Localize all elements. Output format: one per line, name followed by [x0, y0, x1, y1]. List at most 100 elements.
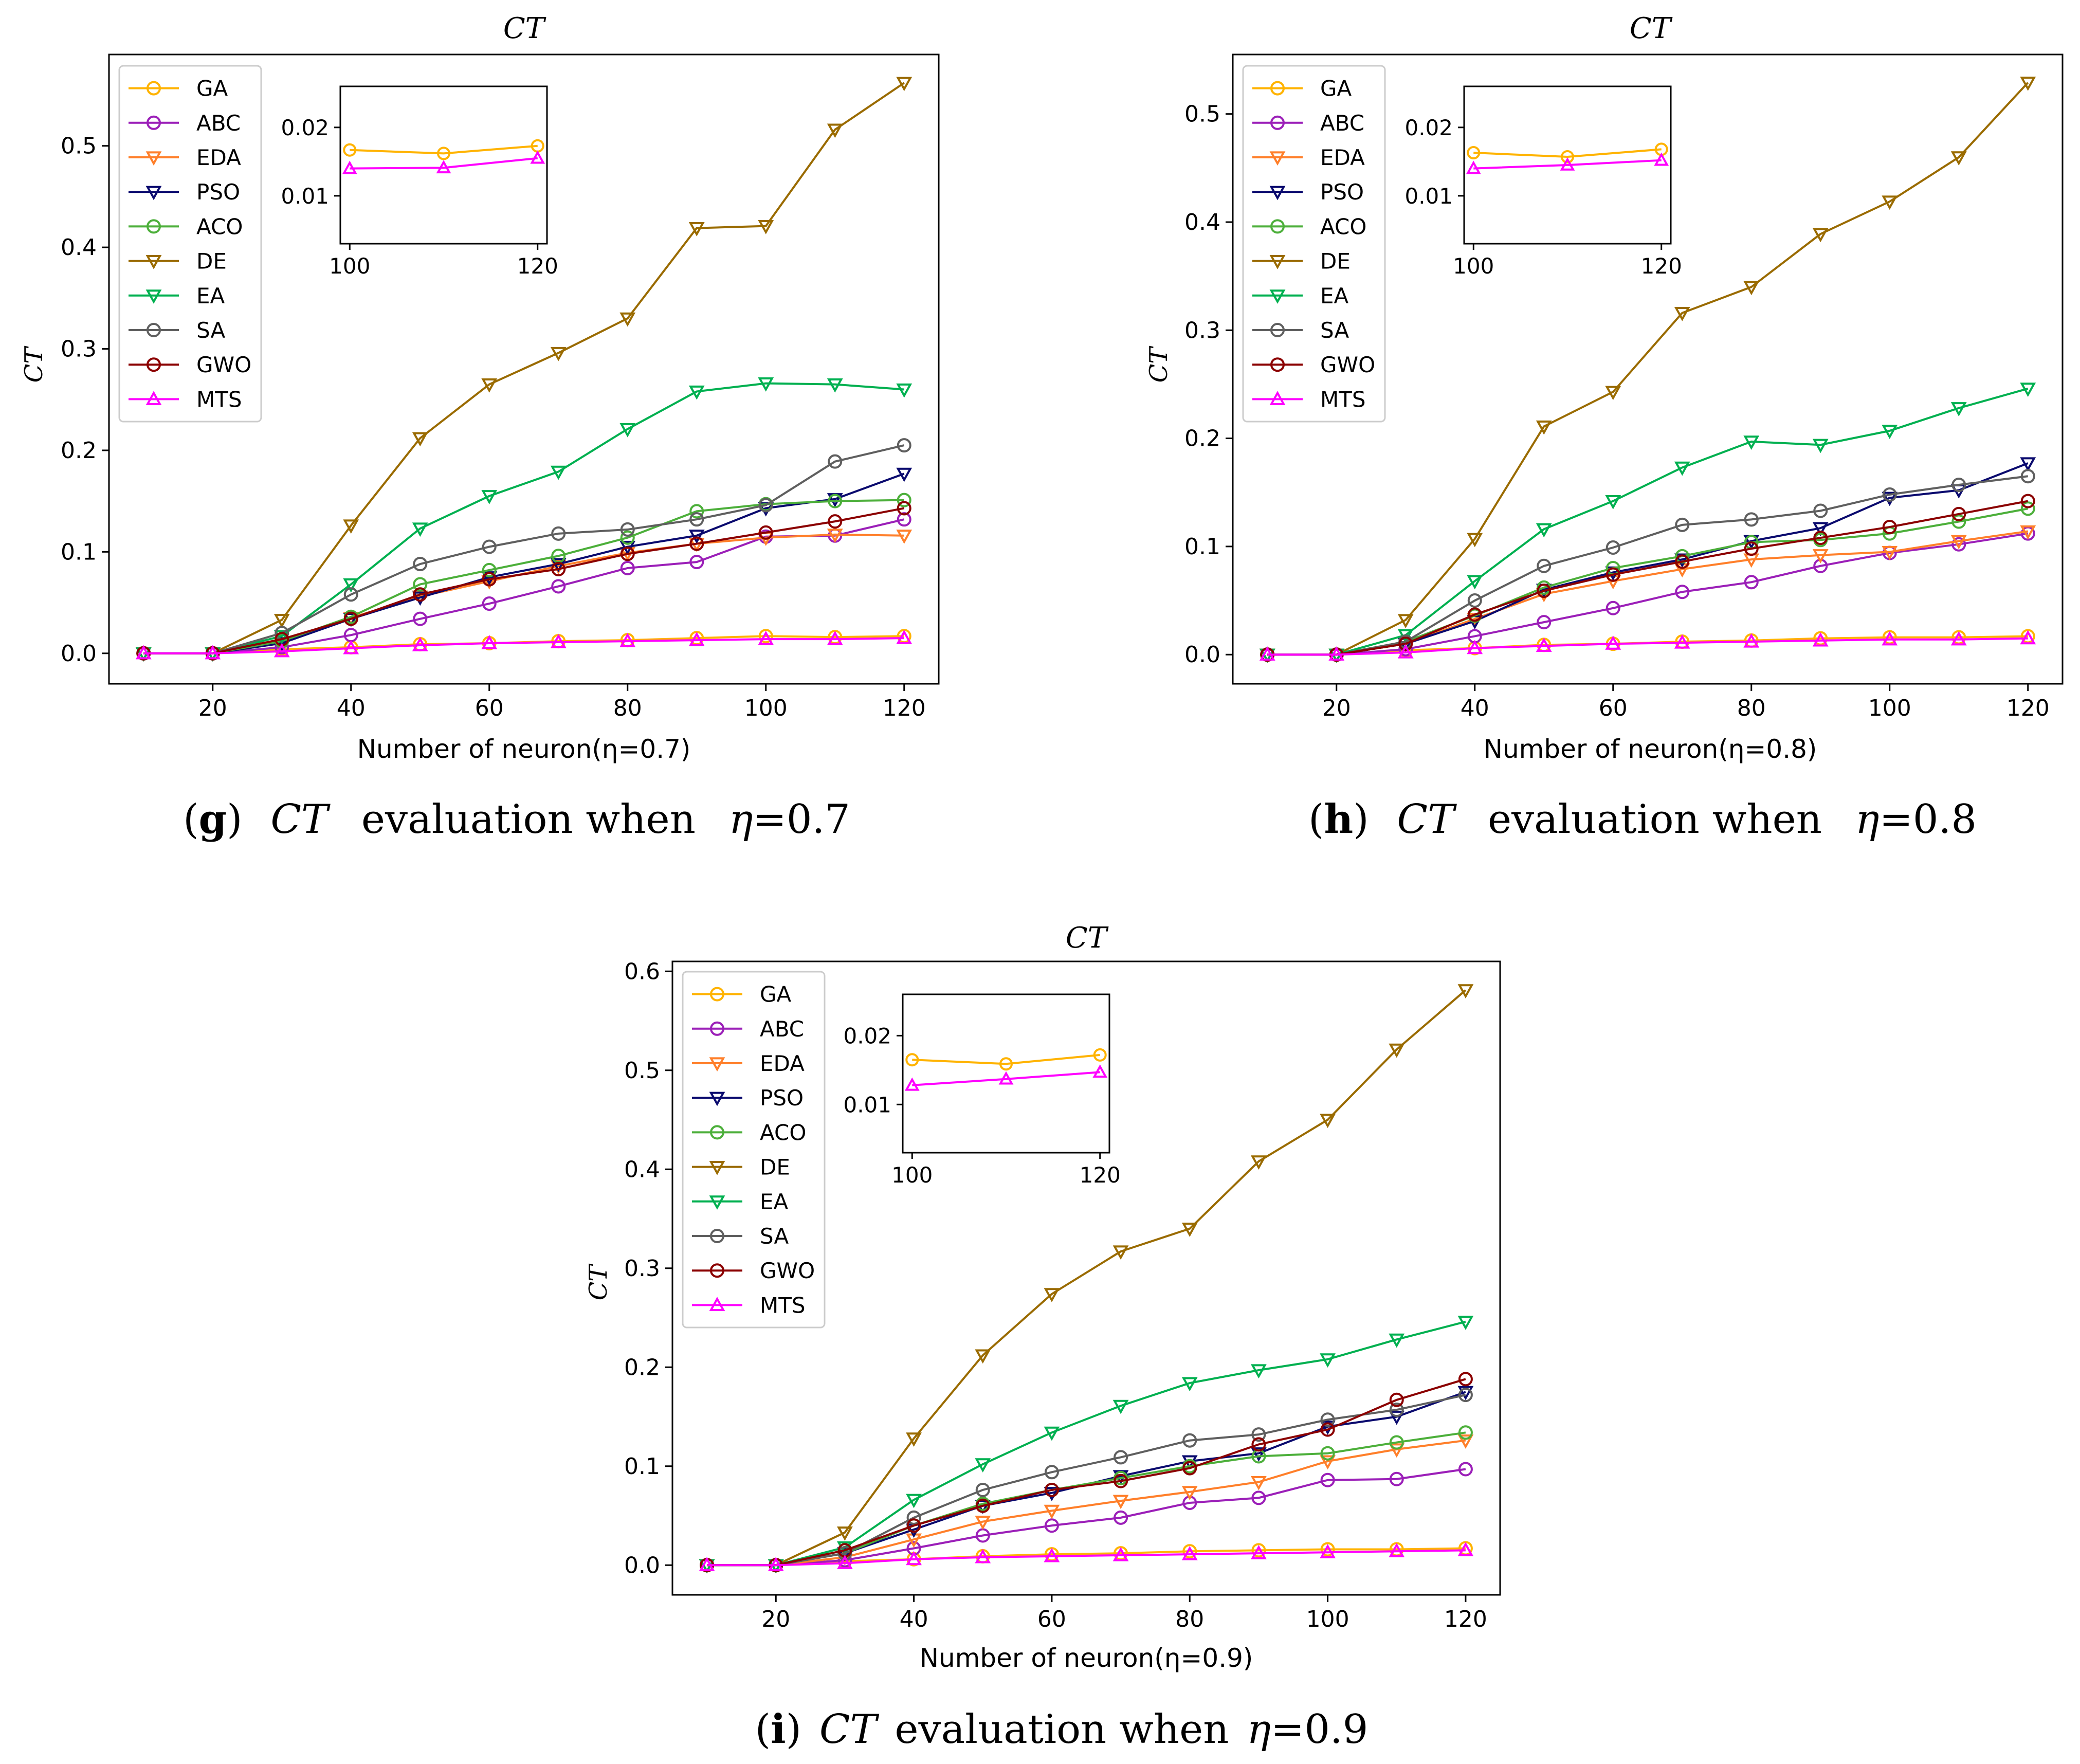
data-point-ea [1320, 1353, 1336, 1368]
legend-label-ea: EA [196, 283, 225, 308]
data-point-abc [1114, 1510, 1128, 1525]
x-tick-label: 20 [1322, 695, 1351, 721]
data-point-eda [1181, 1486, 1198, 1500]
data-point-abc [482, 596, 497, 611]
data-point-mts [1605, 635, 1621, 650]
inset-data-point-ga [1467, 146, 1481, 160]
data-point-eda [896, 530, 913, 544]
series-line-de [1267, 82, 2029, 656]
data-point-abc [1744, 575, 1759, 590]
data-point-mts [1328, 646, 1345, 661]
plot-area: 20 40 60 80 100 120 0.0 0.1 0.2 0.3 0.4 0.5 0.6 [624, 958, 1501, 1632]
legend-marker-gwo [147, 357, 161, 372]
inset-x-tick-label: 120 [517, 253, 558, 279]
data-point-ea [906, 1494, 922, 1508]
data-point-de [1320, 1114, 1336, 1129]
inset-chart: 100 120 0.01 0.02 [281, 85, 558, 279]
chart-panel-h: CT CT Number of neuron(η=0.8) 20 40 60 80 10… [1144, 12, 2064, 764]
legend-marker-abc [710, 1021, 724, 1036]
data-point-gwo [1744, 541, 1759, 556]
caption-h: (h) CT evaluation when η=0.8 [1308, 796, 1977, 843]
plot-frame [1232, 53, 2064, 685]
legend-label-gwo: GWO [196, 352, 251, 377]
data-point-ea [896, 383, 913, 398]
data-point-mts [699, 1557, 715, 1571]
data-point-gwo [1813, 531, 1828, 545]
data-point-sa [1813, 503, 1828, 518]
legend-marker-de [1269, 255, 1286, 269]
y-tick-label: 0.5 [61, 133, 97, 159]
legend: GA ABC EDA PSO ACO DE EA SA GWO MTS [1242, 65, 1386, 423]
data-point-sa [2020, 469, 2035, 484]
data-point-de [412, 432, 428, 447]
legend-label-ga: GA [760, 982, 792, 1007]
data-point-de [827, 123, 843, 138]
data-point-gwo [1044, 1482, 1059, 1497]
data-point-eda [827, 529, 843, 543]
data-point-sa [1882, 487, 1897, 502]
legend-marker-eda [145, 151, 162, 166]
data-point-de [1181, 1223, 1198, 1237]
inset-x-tick-label: 100 [1453, 253, 1494, 279]
legend-label-ga: GA [1320, 76, 1352, 101]
legend-label-sa: SA [196, 318, 225, 343]
series-line-eda [707, 1439, 1466, 1567]
data-point-abc [1605, 601, 1620, 615]
data-point-mts [1389, 1543, 1405, 1557]
data-point-mts [906, 1551, 922, 1566]
chart-title: CT [503, 12, 546, 45]
inset-frame [339, 85, 548, 245]
inset-y-tick-label: 0.02 [843, 1023, 891, 1048]
data-point-de [481, 378, 498, 393]
data-point-gwo [1675, 554, 1690, 569]
legend-label-ea: EA [1320, 283, 1349, 308]
legend-label-sa: SA [1320, 318, 1349, 343]
legend-marker-sa [1270, 323, 1285, 337]
data-point-ea [1674, 461, 1690, 476]
inset-series-line-mts [912, 1071, 1100, 1086]
inset-series-line-ga [350, 144, 538, 155]
legend-marker-aco [710, 1125, 724, 1140]
data-point-abc [1251, 1490, 1266, 1505]
y-tick-label: 0.4 [624, 1156, 660, 1183]
legend-label-gwo: GWO [1320, 352, 1375, 377]
inset-data-point-ga [343, 143, 357, 157]
data-point-gwo [1605, 567, 1620, 582]
legend-marker-pso [1269, 186, 1286, 201]
legend-marker-aco [147, 219, 161, 234]
data-point-pso [1389, 1410, 1405, 1425]
data-point-gwo [906, 1518, 921, 1533]
plot-area: 20 40 60 80 100 120 0.0 0.1 0.2 0.3 0.4 0.5 [61, 53, 940, 721]
series-line-de [143, 82, 905, 654]
y-tick-label: 0.1 [61, 539, 97, 565]
data-point-eda [1882, 545, 1898, 560]
data-point-ea [412, 522, 428, 537]
y-tick-label: 0.1 [1184, 534, 1220, 560]
data-point-eda [1320, 1455, 1336, 1470]
legend-marker-ga [1270, 81, 1285, 96]
data-point-aco [828, 494, 843, 508]
data-point-ea [550, 465, 567, 480]
legend-marker-ga [710, 987, 724, 1002]
data-point-mts [1251, 1545, 1267, 1559]
legend: GA ABC EDA PSO ACO DE EA SA GWO MTS [118, 65, 262, 423]
data-point-ga [1251, 1543, 1266, 1558]
y-tick-label: 0.4 [1184, 209, 1220, 235]
y-tick-label: 0.6 [624, 958, 660, 985]
legend-label-pso: PSO [196, 179, 240, 205]
data-point-mts [481, 634, 498, 649]
data-point-eda [1950, 535, 1967, 550]
inset-series-line-ga [1473, 148, 1662, 158]
inset-data-point-ga [905, 1053, 919, 1067]
data-point-mts [619, 632, 636, 647]
inset-y-tick-label: 0.01 [843, 1092, 891, 1117]
data-point-pso [1044, 1487, 1060, 1501]
x-tick-label: 100 [1306, 1606, 1349, 1632]
data-point-de [1251, 1155, 1267, 1170]
data-point-sa [1951, 478, 1966, 493]
series-line-gwo [707, 1378, 1466, 1567]
x-tick-label: 80 [1737, 695, 1766, 721]
data-point-gwo [1458, 1372, 1473, 1387]
legend-marker-mts [145, 391, 162, 405]
